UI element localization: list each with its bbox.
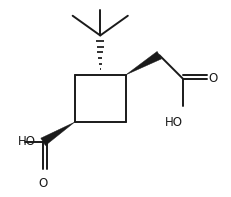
Text: O: O bbox=[208, 72, 217, 85]
Polygon shape bbox=[125, 51, 161, 75]
Text: HO: HO bbox=[17, 135, 35, 148]
Text: O: O bbox=[38, 177, 48, 190]
Text: HO: HO bbox=[164, 116, 182, 129]
Polygon shape bbox=[41, 122, 74, 146]
